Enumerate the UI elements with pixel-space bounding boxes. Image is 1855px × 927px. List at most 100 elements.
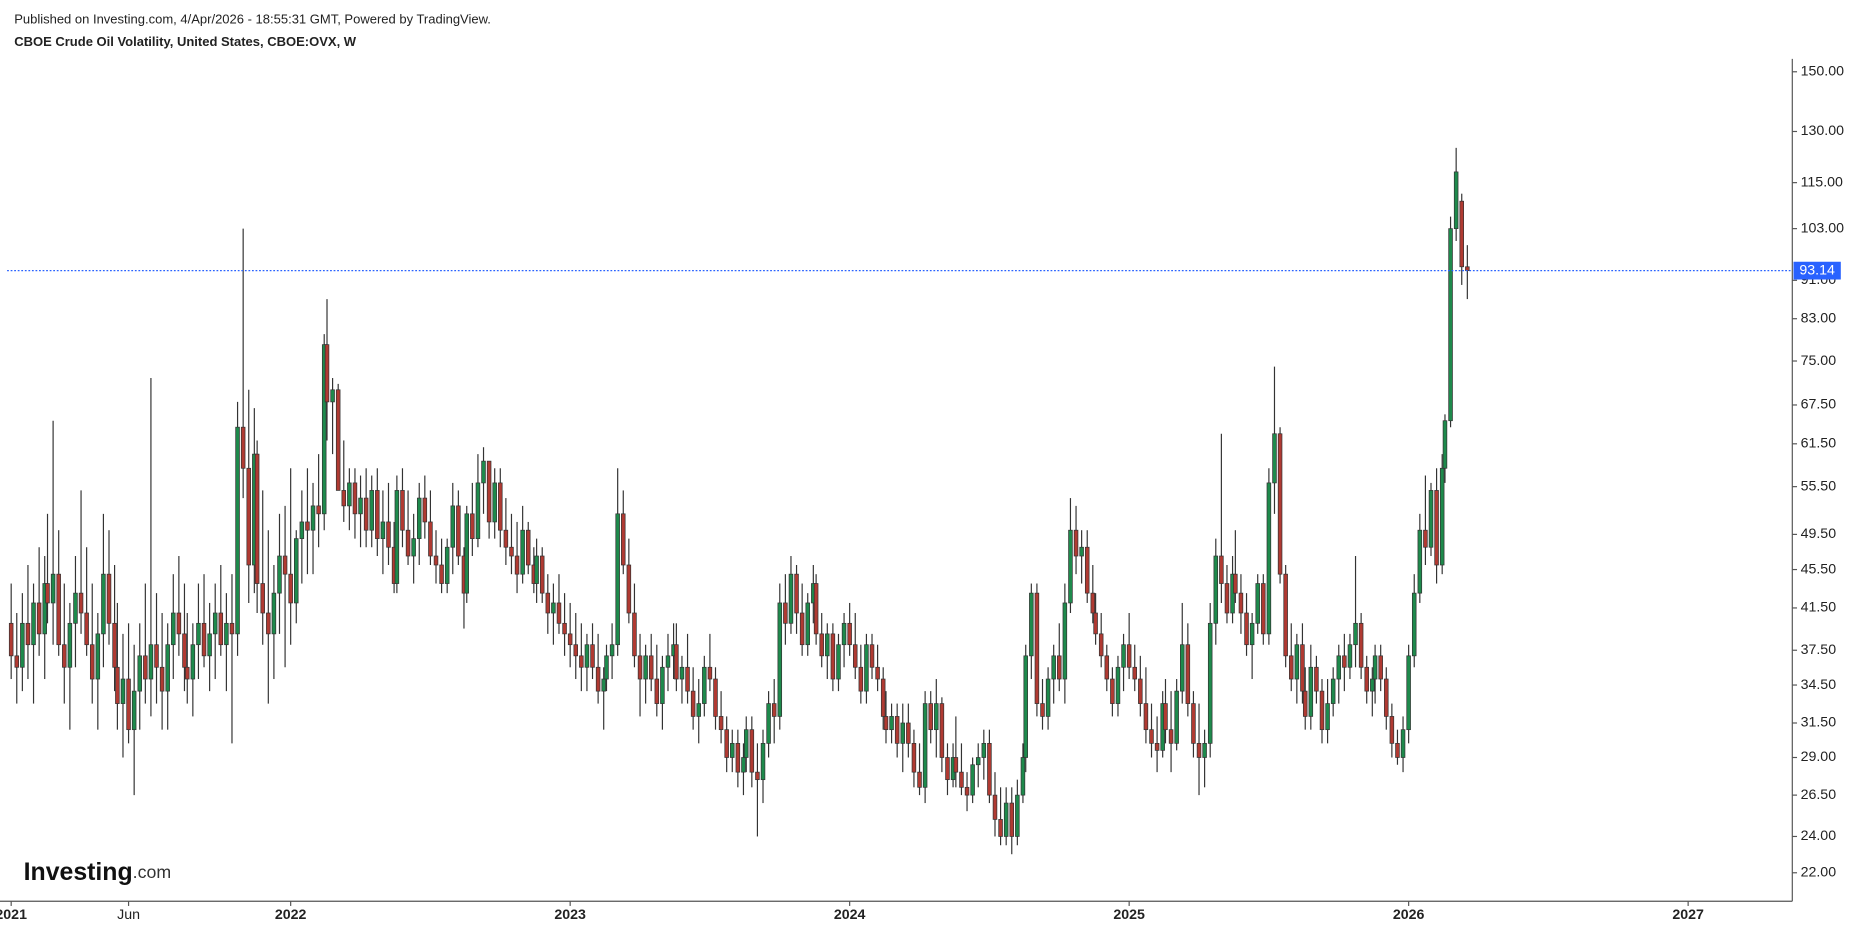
- candle-body: [1233, 573, 1238, 594]
- y-tick-label: 24.00: [1801, 828, 1837, 844]
- candle-body: [1370, 678, 1375, 692]
- candle-body: [229, 622, 235, 635]
- candle-body: [444, 546, 450, 584]
- candle-body: [45, 583, 50, 604]
- y-tick-label: 55.50: [1801, 478, 1837, 494]
- candle-body: [1163, 703, 1168, 731]
- candle-body: [416, 497, 422, 539]
- candle-body: [917, 771, 922, 788]
- candle-body: [190, 644, 196, 680]
- candle-body: [1079, 546, 1084, 557]
- candle-body: [260, 583, 265, 614]
- candle-body: [492, 482, 497, 523]
- candle-body: [1395, 742, 1400, 758]
- candle-body: [1384, 678, 1389, 717]
- candle-body: [1062, 602, 1068, 680]
- candle-body: [450, 505, 456, 548]
- candle-body: [89, 644, 95, 680]
- candle-body: [212, 612, 218, 635]
- candle-body: [1244, 612, 1249, 646]
- candle-body: [1154, 742, 1160, 751]
- candle-body: [1428, 490, 1434, 548]
- candle-body: [224, 622, 229, 646]
- candle-body: [321, 344, 327, 515]
- candle-body: [358, 497, 363, 515]
- candle-body: [1453, 171, 1459, 229]
- candle-body: [1283, 573, 1288, 657]
- candle-body: [760, 742, 766, 781]
- candle-body: [718, 716, 724, 731]
- y-tick-label: 103.00: [1801, 220, 1845, 236]
- candle-body: [1196, 742, 1202, 758]
- candle-body: [1378, 655, 1383, 680]
- candle-body: [101, 573, 106, 635]
- candle-body: [525, 529, 531, 566]
- candle-body: [562, 622, 567, 635]
- candle-body: [766, 703, 771, 744]
- candle-body: [36, 602, 42, 635]
- candle-body: [1174, 690, 1179, 744]
- candle-body: [456, 505, 461, 557]
- candle-body: [310, 505, 316, 531]
- candle-body: [288, 573, 293, 604]
- candle-body: [475, 482, 481, 539]
- candle-body: [481, 460, 486, 484]
- candle-body: [1411, 592, 1417, 657]
- candle-body: [1261, 583, 1266, 635]
- candle-body: [1358, 622, 1364, 668]
- candle-body: [439, 564, 444, 584]
- candle-body: [433, 555, 439, 566]
- candle-body: [928, 703, 933, 731]
- candle-body: [112, 622, 117, 668]
- candle-body: [975, 757, 981, 766]
- candle-body: [1289, 655, 1294, 680]
- candle-body: [352, 482, 358, 515]
- y-tick-label: 31.50: [1801, 715, 1837, 731]
- candle-body: [690, 690, 696, 717]
- candle-body: [1090, 592, 1096, 614]
- candle-body: [545, 592, 551, 614]
- candle-body: [171, 612, 176, 646]
- candle-body: [735, 742, 741, 773]
- candle-body: [137, 655, 142, 692]
- candle-body: [696, 703, 701, 717]
- candle-body: [894, 716, 900, 744]
- candle-body: [889, 716, 894, 731]
- x-tick-label: 2022: [275, 907, 307, 923]
- candle-body: [805, 602, 810, 646]
- candle-body: [959, 771, 964, 788]
- candle-body: [934, 703, 939, 731]
- candle-body: [883, 716, 889, 731]
- candle-body: [1224, 583, 1230, 614]
- candle-body: [1319, 690, 1325, 731]
- candle-body: [1353, 622, 1358, 646]
- candle-body: [724, 729, 729, 758]
- candle-body: [31, 602, 36, 646]
- candle-body: [922, 703, 928, 788]
- candle-body: [218, 612, 224, 646]
- candle-body: [749, 729, 755, 773]
- candle-body: [1020, 757, 1026, 796]
- candle-body: [1249, 622, 1255, 646]
- candle-body: [277, 555, 282, 594]
- candle-body: [836, 644, 841, 680]
- candle-body: [825, 633, 830, 657]
- candle-body: [1347, 644, 1353, 668]
- candle-body: [369, 490, 374, 531]
- candle-body: [953, 757, 959, 773]
- candle-body: [707, 666, 713, 680]
- candle-body: [470, 513, 475, 539]
- candle-body: [1372, 655, 1378, 680]
- candle-body: [601, 678, 606, 692]
- y-tick-label: 49.50: [1801, 526, 1837, 542]
- candle-body: [604, 655, 609, 680]
- candle-body: [182, 633, 187, 668]
- candle-body: [294, 538, 299, 604]
- chart-title: CBOE Crude Oil Volatility, United States…: [14, 34, 357, 49]
- candle-body: [880, 678, 886, 717]
- candle-body: [660, 666, 665, 704]
- logo-suffix: .com: [133, 862, 171, 882]
- logo-main: Investing: [24, 858, 133, 885]
- candle-body: [1302, 690, 1308, 717]
- candle-body: [62, 644, 67, 668]
